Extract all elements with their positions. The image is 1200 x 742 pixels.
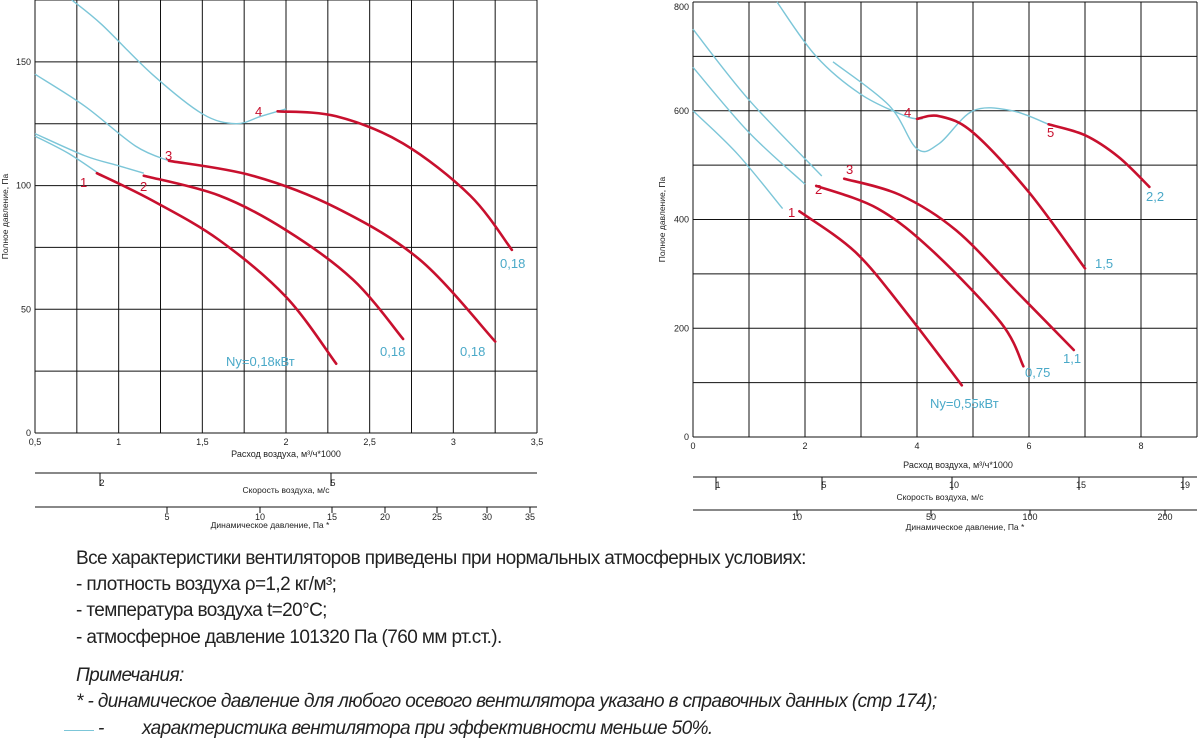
fan-curve-3 bbox=[167, 159, 497, 343]
low-efficiency-curve bbox=[34, 135, 103, 177]
velocity-tick-label: 19 bbox=[1180, 480, 1190, 490]
low-efficiency-curve bbox=[71, 0, 287, 125]
low-efficiency-curve bbox=[776, 1, 923, 120]
curve-number-label: 4 bbox=[904, 105, 911, 120]
dynamic-tick-label: 15 bbox=[327, 512, 337, 522]
motor-power-label: Ny=0,18кВт bbox=[226, 354, 295, 369]
x-tick-label: 3,5 bbox=[531, 437, 544, 447]
velocity-tick-label: 10 bbox=[949, 480, 959, 490]
dynamic-tick-label: 10 bbox=[792, 512, 802, 522]
motor-power-label: 0,18 bbox=[380, 344, 405, 359]
fan-curve-4 bbox=[915, 114, 1087, 270]
notes-title: Примечания: bbox=[76, 665, 184, 686]
y-tick-label: 150 bbox=[16, 57, 31, 67]
x-tick-label: 2,5 bbox=[363, 437, 376, 447]
x-tick-label: 8 bbox=[1138, 441, 1143, 451]
dynamic-tick-label: 10 bbox=[255, 512, 265, 522]
dynamic-tick-label: 30 bbox=[482, 512, 492, 522]
curve-number-label: 3 bbox=[846, 162, 853, 177]
fan-curve-3 bbox=[842, 177, 1076, 352]
y-tick-label: 0 bbox=[26, 428, 31, 438]
note-dynamic-pressure: * - динамическое давление для любого осе… bbox=[76, 691, 937, 712]
y-tick-label: 600 bbox=[674, 106, 689, 116]
note-low-efficiency: характеристика вентилятора при эффективн… bbox=[142, 718, 713, 739]
chart-1: 0,5 1 1,5 2 2,5 3 3,5 0 50 100 150 Расход воздуха, … bbox=[0, 0, 543, 530]
dynamic-tick-label: 25 bbox=[432, 512, 442, 522]
curve-number-label: 1 bbox=[80, 175, 87, 190]
velocity-scale-label: Скорость воздуха, м/с bbox=[896, 492, 984, 502]
x-tick-label: 2 bbox=[802, 441, 807, 451]
note-legend-dash: - bbox=[98, 718, 104, 739]
y-tick-label: 0 bbox=[684, 432, 689, 442]
curve-number-label: 2 bbox=[815, 182, 822, 197]
x-axis-label: Расход воздуха, м³/ч*1000 bbox=[231, 449, 341, 459]
velocity-scale-label: Скорость воздуха, м/с bbox=[242, 485, 330, 495]
low-efficiency-curve bbox=[34, 73, 170, 162]
fan-curve-1 bbox=[95, 171, 338, 365]
x-tick-label: 4 bbox=[914, 441, 919, 451]
dynamic-scale-label: Динамическое давление, Па * bbox=[906, 522, 1025, 532]
curve-number-label: 1 bbox=[788, 205, 795, 220]
dynamic-tick-label: 200 bbox=[1157, 512, 1172, 522]
motor-power-label: 0,75 bbox=[1025, 365, 1050, 380]
dynamic-tick-label: 35 bbox=[525, 512, 535, 522]
motor-power-label: 1,1 bbox=[1063, 351, 1081, 366]
curve-number-label: 5 bbox=[1047, 125, 1054, 140]
chart-2: 0 2 4 6 8 0 200 400 600 800 Расход воздуха, м³/ч*1… bbox=[657, 1, 1198, 532]
fan-curve-4 bbox=[276, 110, 514, 252]
curve-number-label: 2 bbox=[140, 179, 147, 194]
low-efficiency-curve bbox=[692, 66, 806, 185]
x-tick-label: 1,5 bbox=[196, 437, 209, 447]
low-efficiency-curve bbox=[832, 61, 1049, 153]
velocity-tick-label: 15 bbox=[1076, 480, 1086, 490]
low-efficiency-curve bbox=[34, 132, 144, 174]
velocity-tick-label: 5 bbox=[821, 480, 826, 490]
motor-power-label: 0,18 bbox=[500, 256, 525, 271]
x-axis-label: Расход воздуха, м³/ч*1000 bbox=[903, 460, 1013, 470]
note-density: - плотность воздуха ρ=1,2 кг/м³; bbox=[76, 574, 337, 595]
x-tick-label: 6 bbox=[1026, 441, 1031, 451]
y-tick-label: 100 bbox=[16, 181, 31, 191]
dynamic-tick-label: 20 bbox=[380, 512, 390, 522]
x-tick-label: 3 bbox=[451, 437, 456, 447]
note-conditions: Все характеристики вентиляторов приведен… bbox=[76, 548, 806, 569]
chart-2-grid bbox=[692, 1, 1198, 438]
dynamic-scale-label: Динамическое давление, Па * bbox=[211, 520, 330, 530]
x-tick-label: 1 bbox=[116, 437, 121, 447]
motor-power-label: 0,18 bbox=[460, 344, 485, 359]
velocity-tick-label: 1 bbox=[715, 480, 720, 490]
curve-number-label: 4 bbox=[255, 104, 262, 119]
low-efficiency-legend-swatch bbox=[64, 730, 94, 731]
x-tick-label: 0,5 bbox=[29, 437, 42, 447]
y-tick-label: 400 bbox=[674, 215, 689, 225]
note-temperature: - температура воздуха t=20°С; bbox=[76, 600, 327, 621]
motor-power-label: 2,2 bbox=[1146, 189, 1164, 204]
fan-curve-5 bbox=[1047, 123, 1151, 189]
y-tick-label: 200 bbox=[674, 323, 689, 333]
dynamic-tick-label: 5 bbox=[164, 512, 169, 522]
dynamic-tick-label: 50 bbox=[926, 512, 936, 522]
curve-number-label: 3 bbox=[165, 148, 172, 163]
low-efficiency-curve bbox=[692, 110, 784, 210]
fan-curve-2 bbox=[814, 184, 1025, 368]
x-tick-label: 2 bbox=[283, 437, 288, 447]
y-tick-label: 50 bbox=[21, 304, 31, 314]
y-axis-label: Полное давление, Па bbox=[0, 173, 10, 259]
velocity-tick-label: 2 bbox=[99, 478, 104, 488]
fan-curve-2 bbox=[142, 174, 405, 341]
y-tick-label: 800 bbox=[674, 2, 689, 12]
low-efficiency-curve bbox=[692, 28, 823, 177]
motor-power-label: 1,5 bbox=[1095, 256, 1113, 271]
note-pressure: - атмосферное давление 101320 Па (760 мм… bbox=[76, 627, 502, 648]
motor-power-label: Ny=0,55кВт bbox=[930, 396, 999, 411]
x-tick-label: 0 bbox=[690, 441, 695, 451]
fan-curve-1 bbox=[798, 210, 964, 387]
velocity-tick-label: 5 bbox=[330, 478, 335, 488]
dynamic-tick-label: 100 bbox=[1022, 512, 1037, 522]
y-axis-label: Полное давление, Па bbox=[657, 176, 667, 262]
